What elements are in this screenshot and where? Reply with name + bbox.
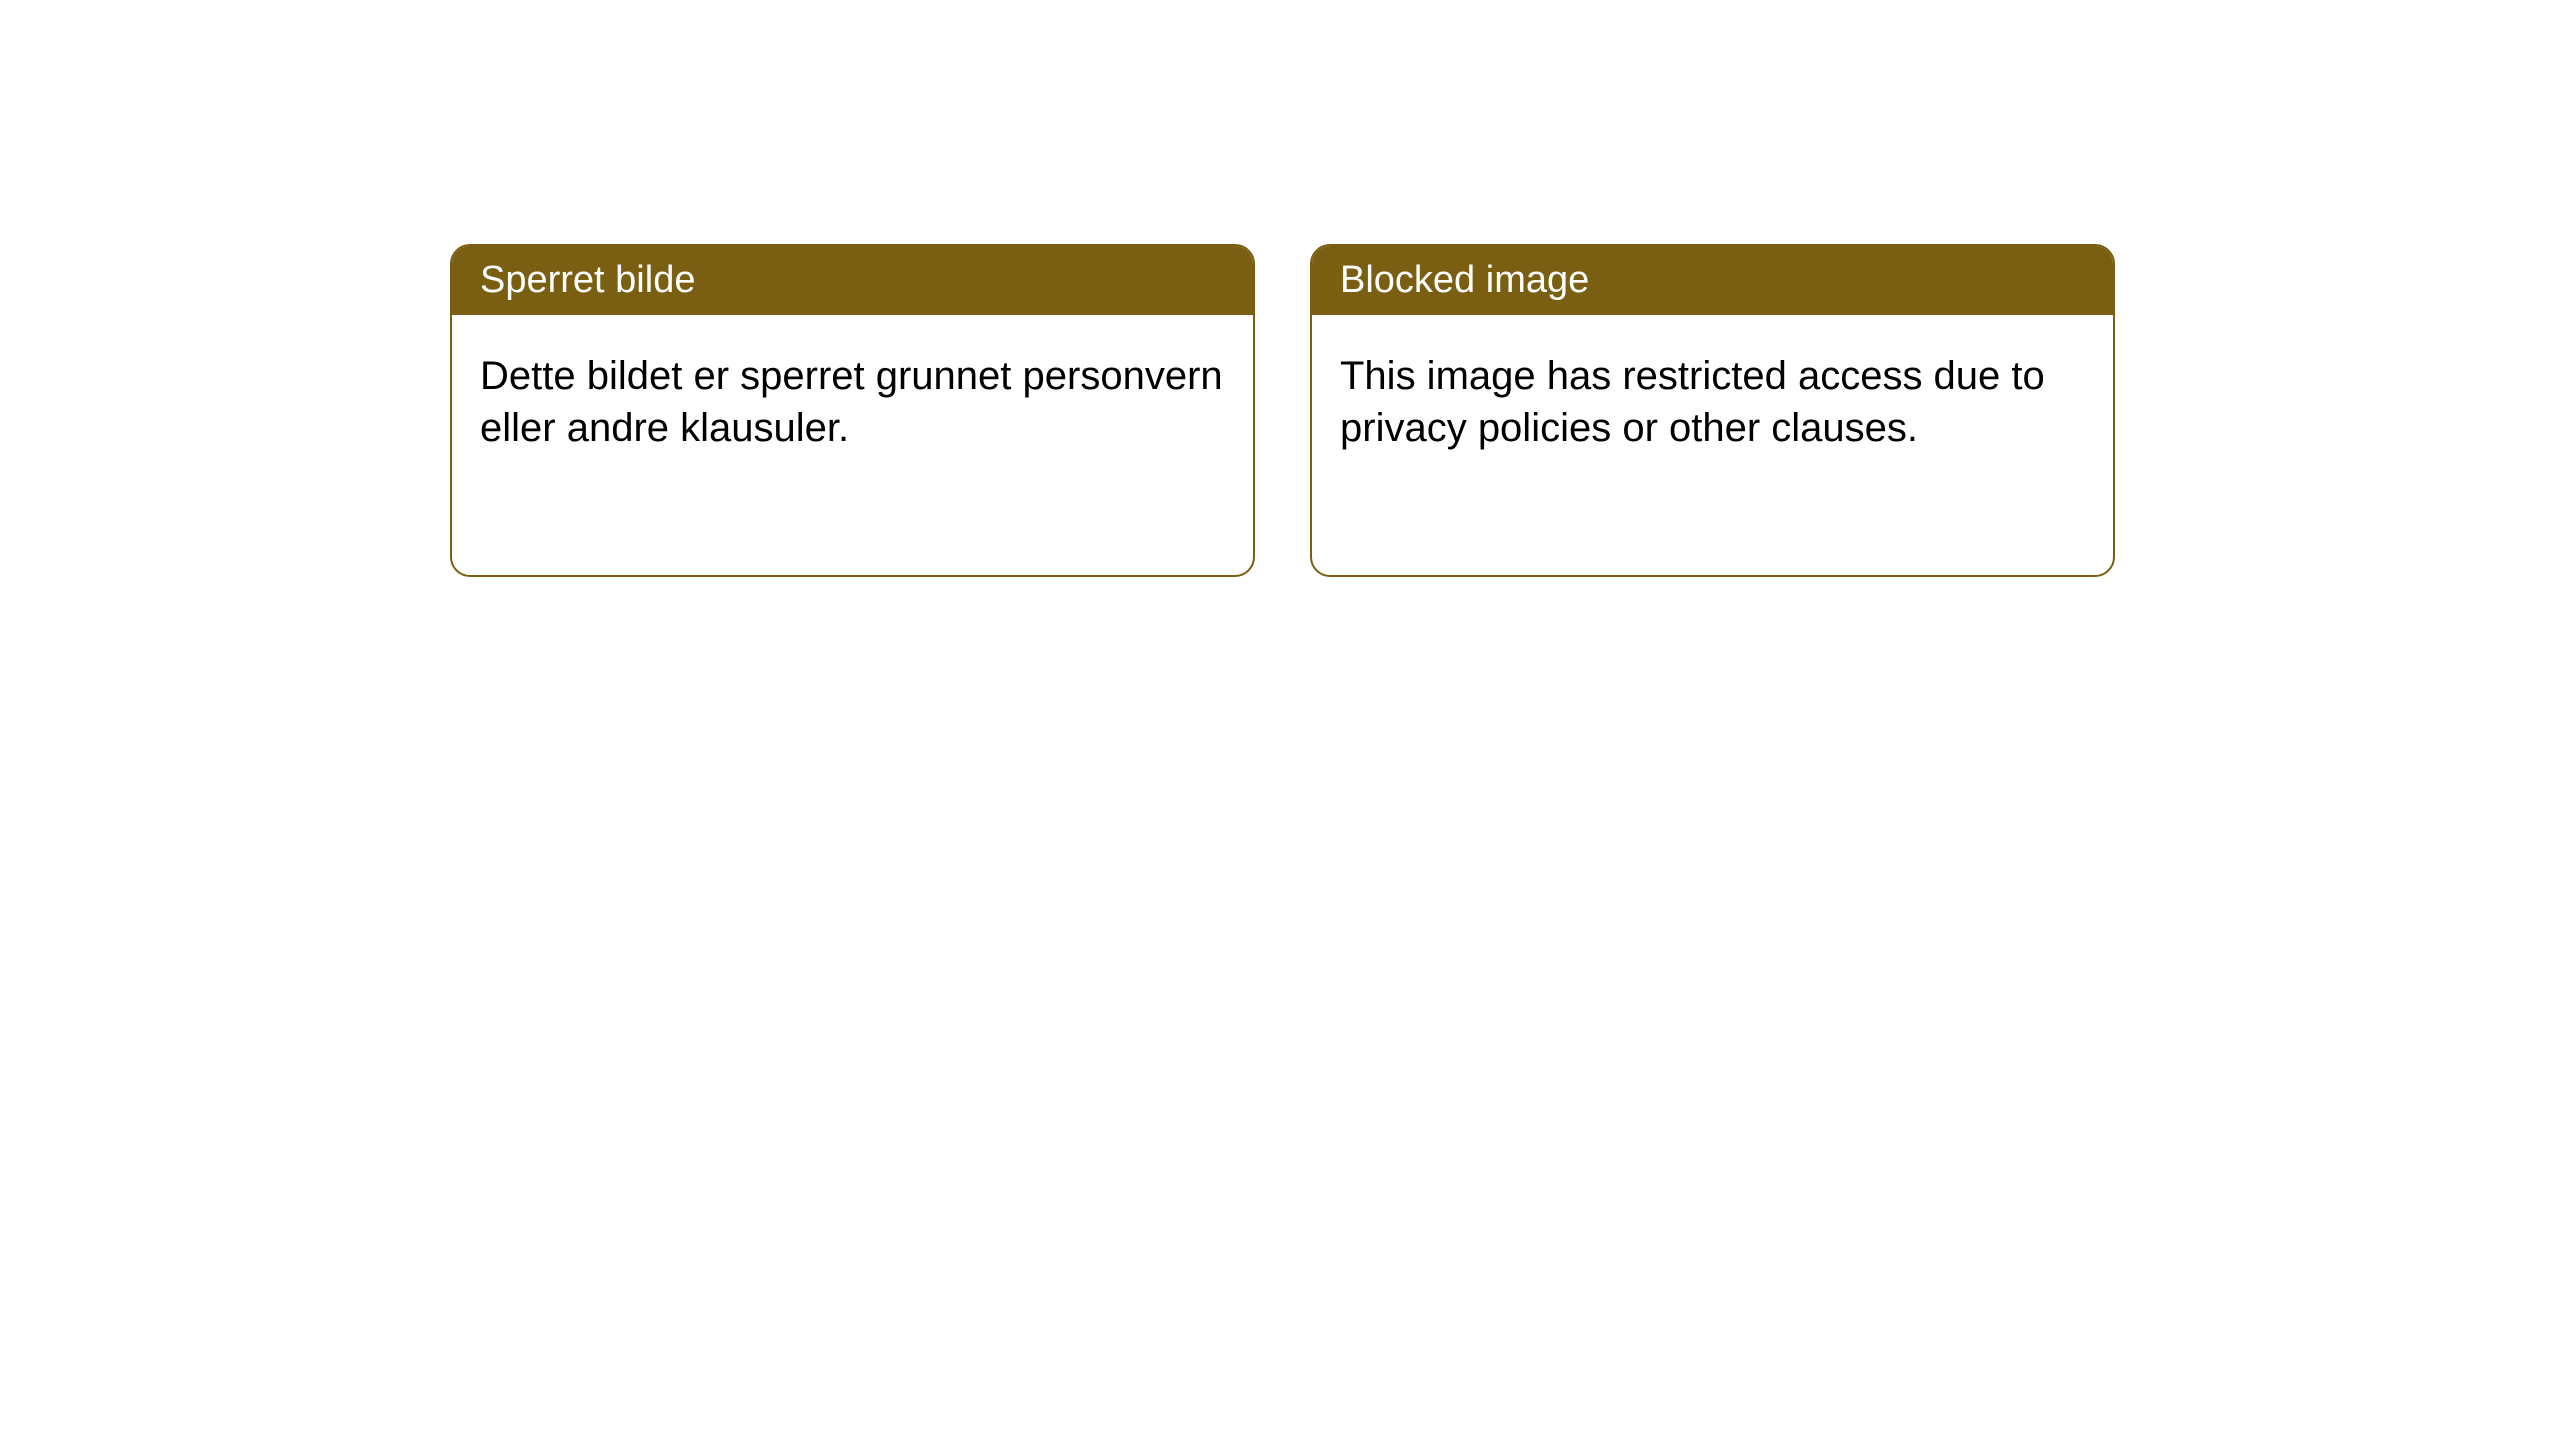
notice-card-english: Blocked image This image has restricted …: [1310, 244, 2115, 577]
notice-card-norwegian: Sperret bilde Dette bildet er sperret gr…: [450, 244, 1255, 577]
notice-header-norwegian: Sperret bilde: [452, 246, 1253, 315]
notice-body-norwegian: Dette bildet er sperret grunnet personve…: [452, 315, 1253, 489]
notice-body-english: This image has restricted access due to …: [1312, 315, 2113, 489]
notice-header-english: Blocked image: [1312, 246, 2113, 315]
notice-container: Sperret bilde Dette bildet er sperret gr…: [450, 244, 2115, 577]
